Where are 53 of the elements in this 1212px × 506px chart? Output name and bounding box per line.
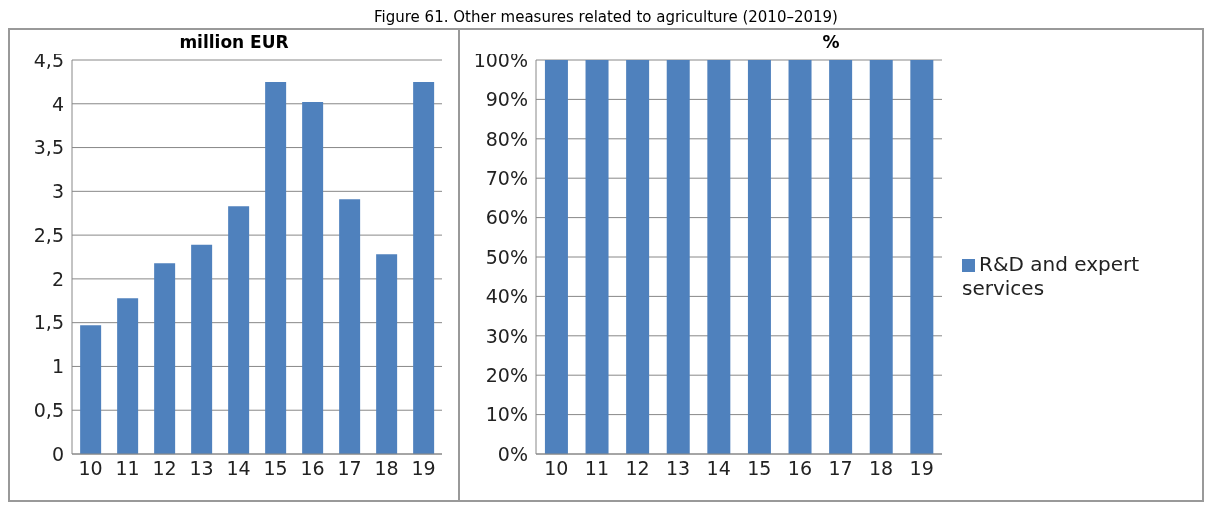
y-tick-label: 50% [485,245,528,268]
x-tick-label: 11 [115,457,140,480]
chart-title: % [822,32,840,52]
y-tick-label: 3,5 [33,136,64,159]
chart-title: million EUR [179,32,289,52]
y-tick-label: 1,5 [33,311,64,334]
y-tick-label: 2,5 [33,223,64,246]
y-tick-label: 40% [485,285,528,308]
y-tick-label: 70% [485,166,528,189]
x-tick-label: 10 [78,457,103,480]
y-tick-label: 80% [485,127,528,150]
y-tick-label: 90% [485,88,528,111]
bar [154,263,176,454]
y-tick-label: 60% [485,206,528,229]
x-tick-label: 17 [828,457,853,480]
y-tick-label: 4 [51,92,64,115]
y-tick-label: 10% [485,403,528,426]
x-tick-label: 16 [787,457,812,480]
y-tick-label: 20% [485,363,528,386]
x-tick-label: 14 [706,457,731,480]
legend-label: R&D and expert services [962,252,1140,300]
bar [265,81,287,454]
bar [302,102,324,454]
x-tick-label: 12 [152,457,177,480]
bar [191,244,213,454]
x-tick-label: 10 [544,457,569,480]
x-tick-label: 11 [584,457,609,480]
x-tick-label: 14 [226,457,251,480]
y-tick-label: 0 [51,442,64,465]
caption: Figure 61. Other measures related to agriculture (2010–2019) [373,8,839,28]
bar [80,325,102,454]
x-tick-label: 19 [411,457,436,480]
x-tick-label: 15 [263,457,288,480]
bar [228,206,250,454]
y-tick-label: 1 [51,355,64,378]
bar [117,298,139,454]
x-tick-label: 17 [337,457,362,480]
x-tick-label: 18 [869,457,894,480]
y-tick-label: 2 [51,267,64,290]
y-tick-label: 0,5 [33,398,64,421]
x-tick-label: 12 [625,457,650,480]
bar [413,81,435,454]
x-tick-label: 16 [300,457,325,480]
y-tick-label: 30% [485,324,528,347]
y-tick-label: 0% [497,442,528,465]
x-tick-label: 19 [909,457,934,480]
bar [339,199,361,454]
x-tick-label: 13 [666,457,691,480]
x-tick-label: 13 [189,457,214,480]
y-tick-label: 3 [51,180,64,203]
x-tick-label: 18 [374,457,399,480]
x-tick-label: 15 [747,457,772,480]
bar [376,254,398,454]
